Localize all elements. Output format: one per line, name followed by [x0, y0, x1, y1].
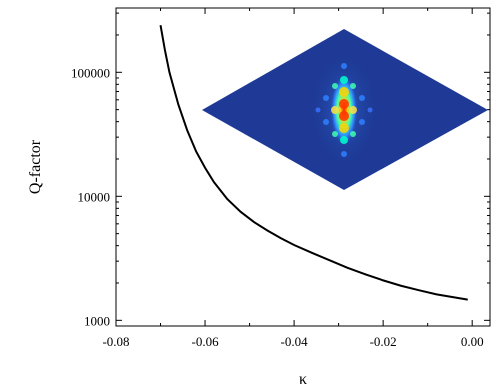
mode-lobe [349, 106, 357, 114]
mode-lobe [359, 119, 365, 125]
x-tick-label: 0.00 [461, 334, 484, 349]
mode-lobe [331, 106, 339, 114]
x-tick-label: -0.02 [370, 334, 397, 349]
mode-lobe [350, 131, 356, 137]
y-tick-label: 100000 [71, 65, 110, 80]
q-factor-curve [159, 24, 468, 301]
mode-lobe [339, 123, 349, 133]
mode-lobe [339, 99, 349, 109]
mode-lobe [340, 76, 348, 84]
y-axis: 1000 10000 100000 [71, 12, 490, 328]
mode-lobe [367, 107, 373, 113]
mode-lobes [315, 63, 373, 157]
x-tick-label: -0.08 [102, 334, 129, 349]
y-axis-label: Q-factor [27, 139, 44, 194]
mode-lobe [350, 83, 356, 89]
mode-lobe [341, 63, 347, 69]
x-axis: -0.08 -0.06 -0.04 -0.02 0.00 [102, 8, 484, 349]
mode-lobe [332, 131, 338, 137]
y-tick-label: 10000 [78, 189, 111, 204]
mode-lobe [339, 111, 349, 121]
mode-lobe [340, 136, 348, 144]
mode-profile-inset [202, 29, 488, 190]
mode-lobe [359, 95, 365, 101]
mode-lobe [323, 119, 329, 125]
x-axis-label: κ [299, 371, 307, 388]
mode-lobe [339, 87, 349, 97]
x-tick-label: -0.06 [192, 334, 220, 349]
plot-frame [115, 7, 491, 327]
mode-lobe [332, 83, 338, 89]
y-tick-label: 1000 [84, 313, 110, 328]
mode-lobe [341, 151, 347, 157]
mode-lobe [315, 107, 321, 113]
mode-lobe [323, 95, 329, 101]
x-tick-label: -0.04 [281, 334, 309, 349]
